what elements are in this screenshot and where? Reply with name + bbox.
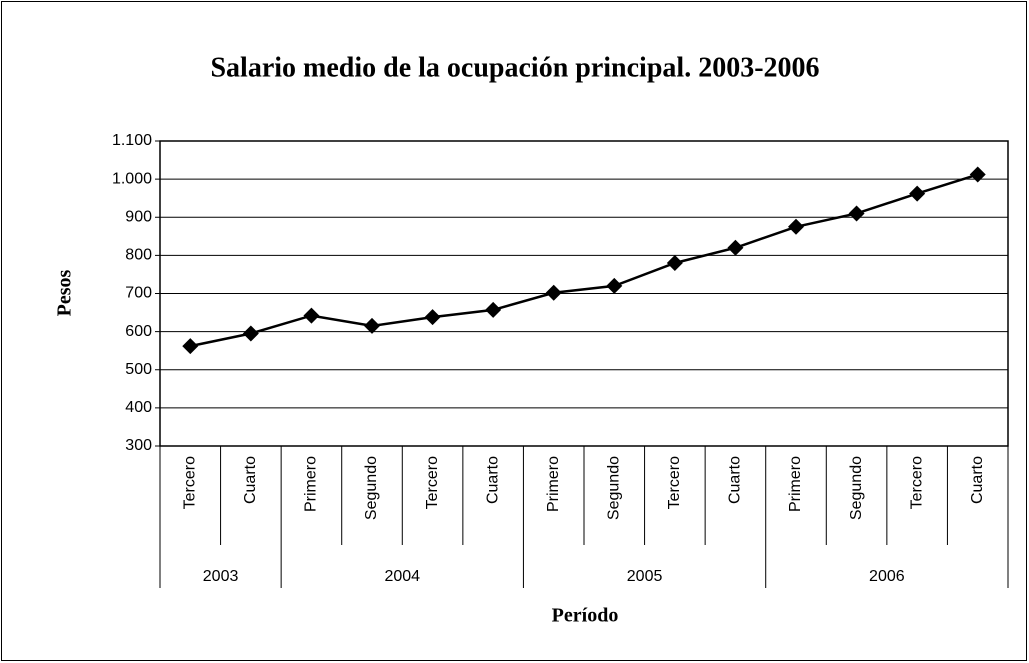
- y-axis-label: Pesos: [54, 269, 76, 316]
- line: [190, 173, 979, 348]
- marker: [848, 205, 865, 222]
- marker: [242, 325, 259, 342]
- x-axis-label: Período: [552, 605, 619, 627]
- y-tick-label: 700: [125, 285, 152, 302]
- group-label: 2004: [384, 568, 420, 585]
- marker: [666, 255, 683, 271]
- x-tick-label: Tercero: [908, 456, 925, 509]
- y-tick-label: 1.000: [112, 170, 152, 187]
- x-tick-label: Primero: [545, 456, 562, 512]
- x-tick-label: Segundo: [363, 456, 380, 520]
- marker: [364, 317, 380, 334]
- x-tick-label: Primero: [303, 456, 320, 512]
- x-tick-label: Tercero: [182, 456, 199, 509]
- x-tick-label: Cuarto: [727, 456, 744, 504]
- x-tick-label: Tercero: [424, 456, 441, 509]
- marker: [606, 277, 623, 294]
- x-tick-label: Cuarto: [969, 456, 986, 504]
- group-label: 2003: [203, 568, 239, 585]
- marker: [969, 166, 986, 183]
- marker: [909, 185, 926, 202]
- marker: [545, 284, 562, 301]
- y-tick-label: 500: [125, 361, 152, 378]
- marker: [303, 307, 320, 324]
- x-tick-label: Cuarto: [484, 456, 501, 504]
- x-tick-label: Segundo: [606, 456, 623, 520]
- group-label: 2006: [869, 568, 905, 585]
- x-tick-label: Tercero: [666, 456, 683, 509]
- x-tick-label: Primero: [787, 456, 804, 512]
- y-tick-label: 1.100: [112, 132, 152, 149]
- y-tick-label: 800: [125, 247, 152, 264]
- marker: [727, 239, 744, 256]
- y-tick-label: 600: [125, 323, 152, 340]
- marker: [485, 301, 502, 318]
- x-tick-label: Cuarto: [242, 456, 259, 504]
- y-tick-label: 300: [125, 437, 152, 454]
- y-tick-label: 400: [125, 399, 152, 416]
- x-tick-label: Segundo: [848, 456, 865, 520]
- marker: [788, 218, 804, 235]
- marker: [424, 309, 441, 326]
- chart-title: Salario medio de la ocupación principal.…: [210, 52, 819, 83]
- marker: [182, 338, 199, 355]
- y-tick-label: 900: [125, 208, 152, 225]
- group-label: 2005: [627, 568, 663, 585]
